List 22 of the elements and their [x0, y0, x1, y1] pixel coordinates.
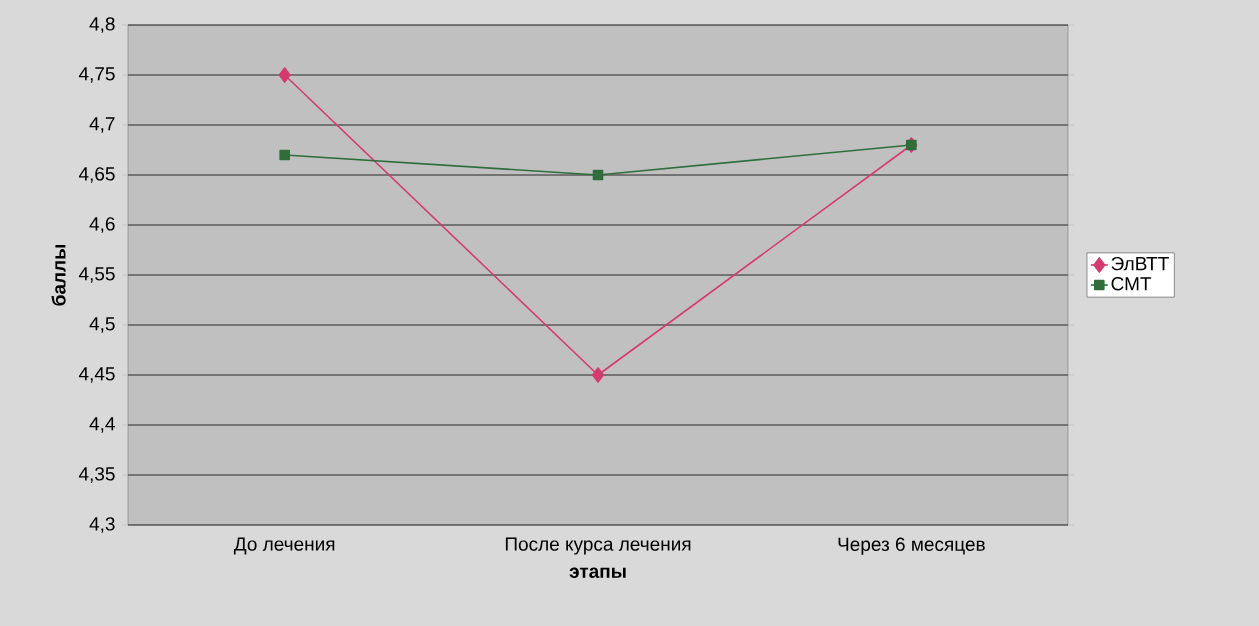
- point: [279, 149, 290, 161]
- x-tick-label: После курса лечения: [505, 537, 691, 555]
- y-tick-label: 4,6: [89, 217, 115, 233]
- x-tick-label: Через 6 месяцев: [838, 537, 985, 555]
- x-axis-title: этапы: [569, 567, 626, 579]
- y-tick-label: 4,5: [89, 317, 115, 333]
- y-tick-label: 4,4: [89, 417, 115, 433]
- y-tick-label: 4,7: [89, 117, 115, 133]
- point: [592, 169, 604, 181]
- legend-label: СМТ: [1111, 276, 1152, 291]
- legend-label: ЭлВТТ: [1111, 256, 1169, 271]
- y-tick-label: 4,75: [78, 67, 115, 83]
- y-tick-label: 4,35: [78, 467, 115, 483]
- x-tick-label: До лечения: [233, 537, 335, 555]
- y-tick-label: 4,3: [89, 517, 115, 533]
- y-tick-label: 4,55: [78, 267, 115, 283]
- point: [591, 367, 605, 383]
- y-axis-title: баллы: [51, 244, 66, 306]
- point: [278, 67, 291, 83]
- y-tick-label: 4,65: [78, 167, 115, 183]
- y-tick-label: 4,8: [89, 17, 115, 33]
- y-tick-label: 4,45: [78, 367, 115, 383]
